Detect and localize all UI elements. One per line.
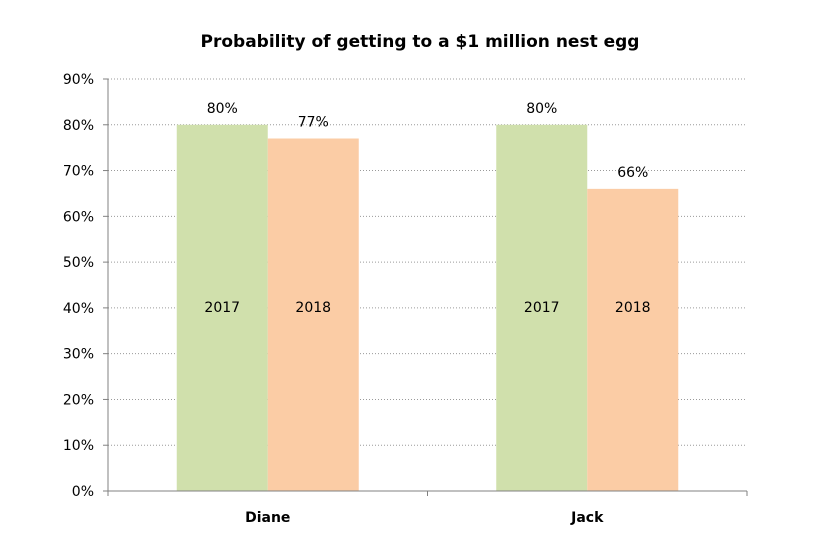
y-tick-label: 80% [63, 118, 94, 134]
bar-jack-2018 [587, 188, 679, 491]
data-label: 80% [207, 101, 238, 117]
bars [176, 124, 679, 492]
data-label: 66% [617, 165, 648, 181]
axes [103, 78, 748, 496]
series-label: 2017 [524, 300, 560, 316]
y-tick-label: 30% [63, 347, 94, 363]
bar-diane-2018 [267, 138, 359, 491]
data-label: 77% [298, 115, 329, 131]
y-tick-label: 70% [63, 164, 94, 180]
chart-title: Probability of getting to a $1 million n… [201, 32, 640, 52]
series-label: 2018 [295, 300, 331, 316]
y-tick-label: 10% [63, 438, 94, 454]
y-tick-label: 50% [63, 255, 94, 271]
x-category-label: Diane [245, 510, 290, 526]
y-tick-label: 20% [63, 392, 94, 408]
labels: 0% 10% 20% 30% 40% 50% 60% 70% 80% 90% 80% 2017 77% 2… [63, 72, 651, 526]
y-tick-label: 60% [63, 209, 94, 225]
y-tick-label: 40% [63, 301, 94, 317]
y-tick-label: 0% [72, 484, 94, 500]
bar-jack-2017 [496, 124, 588, 492]
series-label: 2017 [204, 300, 240, 316]
y-tick-label: 90% [63, 72, 94, 88]
data-label: 80% [526, 101, 557, 117]
x-category-label: Jack [570, 510, 604, 526]
series-label: 2018 [615, 300, 651, 316]
bar-diane-2017 [176, 124, 268, 492]
